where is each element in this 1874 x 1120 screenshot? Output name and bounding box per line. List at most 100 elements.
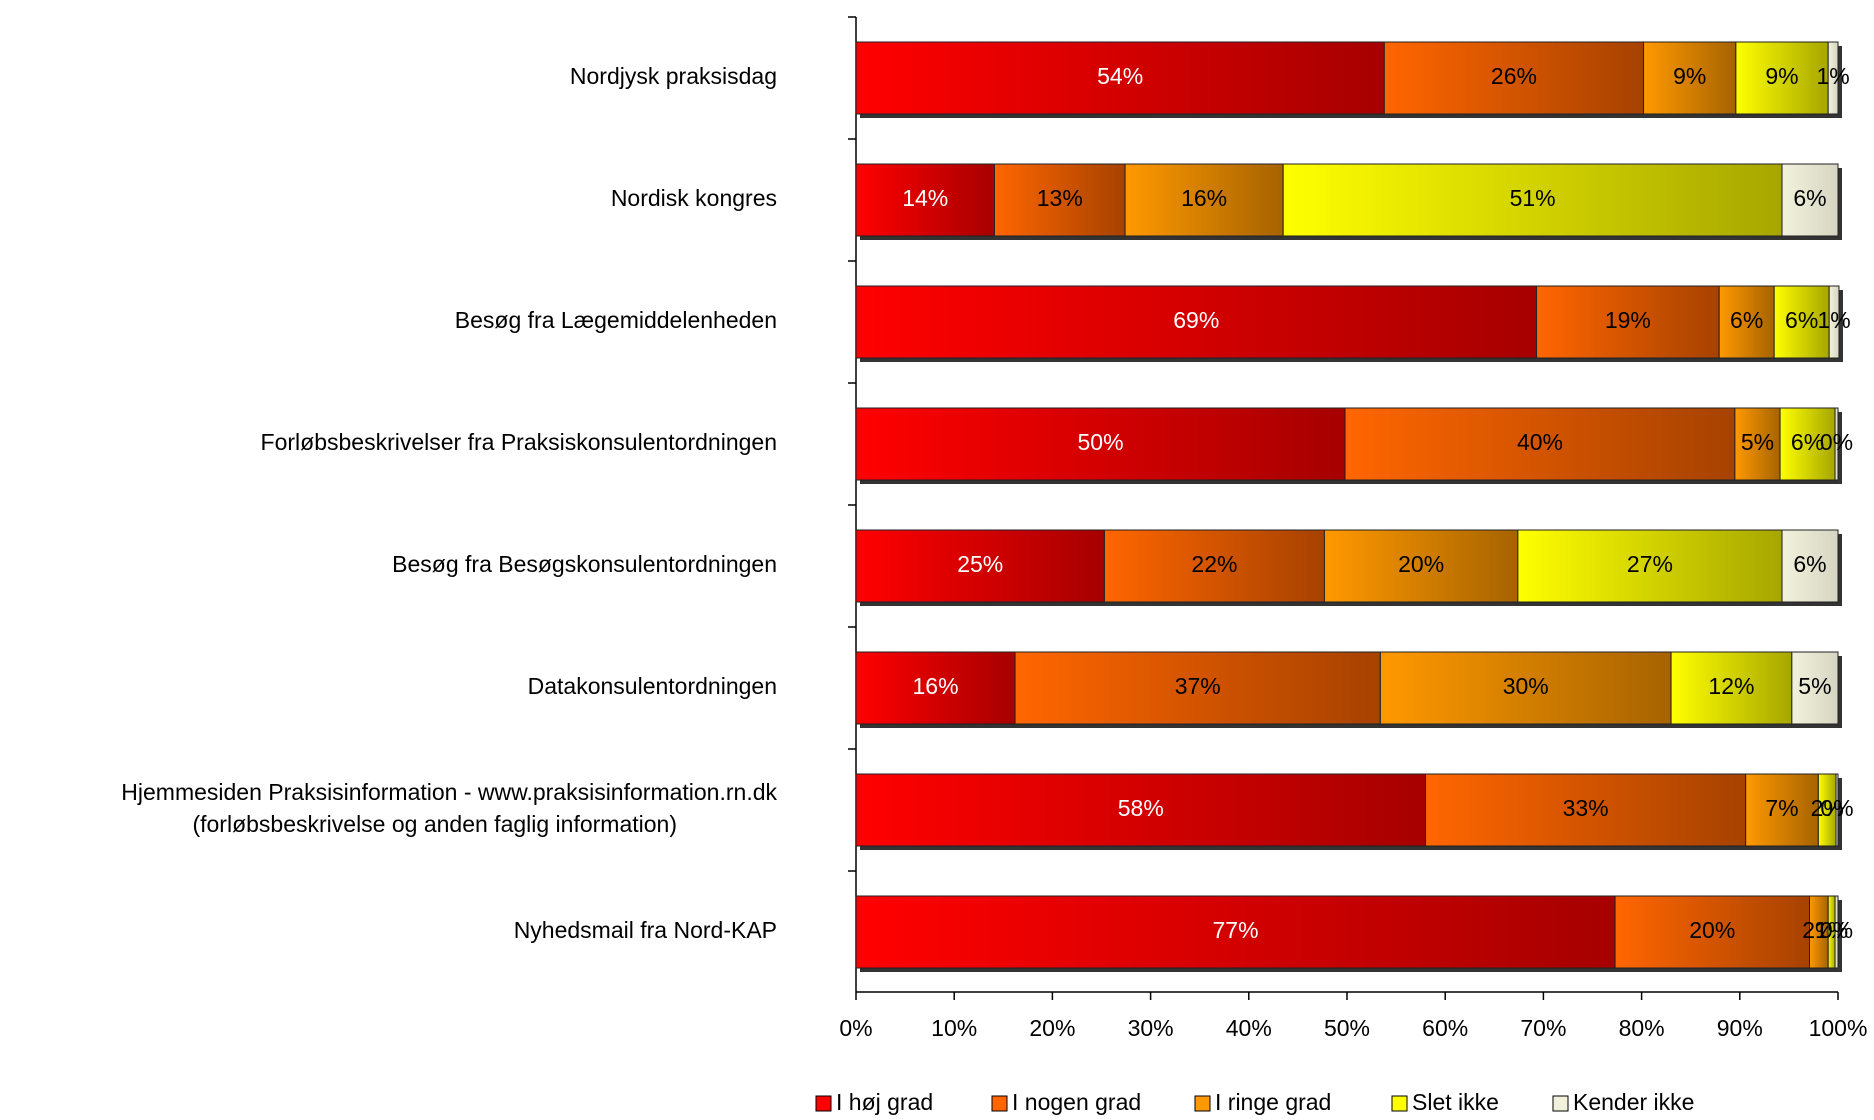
value-label: 30% — [1503, 673, 1549, 699]
value-label: 6% — [1793, 185, 1826, 211]
category-label: Forløbsbeskrivelser fra Praksiskonsulent… — [261, 429, 777, 455]
legend-label: I nogen grad — [1012, 1089, 1141, 1115]
category-label: Nyhedsmail fra Nord-KAP — [514, 917, 777, 943]
bar-segment — [1344, 407, 1736, 481]
category-label: Datakonsulentordningen — [528, 673, 777, 699]
value-label: 19% — [1605, 307, 1651, 333]
bar-segment — [1828, 285, 1840, 359]
x-tick-label: 40% — [1226, 1015, 1272, 1041]
bar-segment — [1614, 895, 1811, 969]
bar-segment — [1835, 773, 1839, 847]
category-label: Nordisk kongres — [611, 185, 777, 211]
bar-segment — [1383, 41, 1645, 115]
bar-segment — [855, 651, 1016, 725]
x-tick-label: 100% — [1809, 1015, 1868, 1041]
bar-segment — [1517, 529, 1783, 603]
value-label: 13% — [1037, 185, 1083, 211]
bar-segment — [855, 41, 1385, 115]
bar-segment — [1425, 773, 1747, 847]
legend-swatch — [1391, 1095, 1408, 1112]
value-label: 6% — [1785, 307, 1818, 333]
value-label: 0% — [1820, 917, 1853, 943]
value-label: 37% — [1175, 673, 1221, 699]
bar-segment — [855, 163, 995, 237]
value-label: 16% — [913, 673, 959, 699]
value-label: 14% — [902, 185, 948, 211]
x-tick-label: 80% — [1619, 1015, 1665, 1041]
value-label: 51% — [1510, 185, 1556, 211]
value-label: 33% — [1563, 795, 1609, 821]
bar-segment — [1773, 285, 1830, 359]
value-label: 27% — [1627, 551, 1673, 577]
bar-segment — [1124, 163, 1284, 237]
bar-segment — [1734, 407, 1781, 481]
category-label: Besøg fra Lægemiddelenheden — [455, 307, 777, 333]
bar-segment — [1781, 529, 1839, 603]
bar-segment — [1791, 651, 1839, 725]
value-label: 6% — [1791, 429, 1824, 455]
value-label: 9% — [1765, 63, 1798, 89]
bar-segment — [1103, 529, 1325, 603]
value-label: 7% — [1765, 795, 1798, 821]
legend-label: I høj grad — [836, 1089, 933, 1115]
bar-segment — [1643, 41, 1737, 115]
legend-label: Slet ikke — [1412, 1089, 1499, 1115]
x-tick-label: 0% — [839, 1015, 872, 1041]
value-label: 5% — [1741, 429, 1774, 455]
value-label: 12% — [1708, 673, 1754, 699]
value-label: 16% — [1181, 185, 1227, 211]
x-tick-label: 20% — [1029, 1015, 1075, 1041]
value-label: 26% — [1491, 63, 1537, 89]
bar-segment — [1827, 41, 1839, 115]
bar-segment — [855, 773, 1427, 847]
category-label: Nordjysk praksisdag — [570, 63, 777, 89]
bar-segment — [1670, 651, 1793, 725]
value-label: 6% — [1793, 551, 1826, 577]
value-label: 58% — [1118, 795, 1164, 821]
value-label: 22% — [1191, 551, 1237, 577]
value-label: 0% — [1820, 795, 1853, 821]
bar-segment — [993, 163, 1126, 237]
value-label: 69% — [1173, 307, 1219, 333]
value-label: 6% — [1730, 307, 1763, 333]
bar-segment — [855, 407, 1346, 481]
value-label: 0% — [1820, 429, 1853, 455]
value-label: 20% — [1398, 551, 1444, 577]
value-label: 5% — [1798, 673, 1831, 699]
x-tick-label: 30% — [1128, 1015, 1174, 1041]
x-tick-label: 50% — [1324, 1015, 1370, 1041]
legend-label: Kender ikke — [1573, 1089, 1694, 1115]
bar-segment — [1718, 285, 1775, 359]
x-tick-label: 70% — [1520, 1015, 1566, 1041]
value-label: 1% — [1817, 307, 1850, 333]
value-label: 25% — [957, 551, 1003, 577]
value-label: 77% — [1213, 917, 1259, 943]
legend-swatch — [1552, 1095, 1569, 1112]
bar-segment — [1536, 285, 1720, 359]
category-label: Hjemmesiden Praksisinformation - www.pra… — [121, 779, 777, 837]
legend-swatch — [815, 1095, 832, 1112]
bar-segment — [1779, 407, 1836, 481]
bar-segment — [1781, 163, 1839, 237]
bar-segment — [1323, 529, 1519, 603]
bar-segment — [1834, 895, 1839, 969]
legend-swatch — [991, 1095, 1008, 1112]
value-label: 1% — [1815, 917, 1848, 943]
x-tick-label: 90% — [1717, 1015, 1763, 1041]
legend-label: I ringe grad — [1215, 1089, 1331, 1115]
legend-swatch — [1194, 1095, 1211, 1112]
bar-segment — [1282, 163, 1783, 237]
value-label: 1% — [1816, 63, 1849, 89]
value-label: 20% — [1689, 917, 1735, 943]
bar-segment — [1745, 773, 1819, 847]
bar-segment — [855, 529, 1105, 603]
category-label: Besøg fra Besøgskonsulentordningen — [392, 551, 777, 577]
x-tick-label: 60% — [1422, 1015, 1468, 1041]
x-tick-label: 10% — [931, 1015, 977, 1041]
value-label: 50% — [1077, 429, 1123, 455]
bar-segment — [1834, 407, 1839, 481]
bar-segment — [1379, 651, 1672, 725]
bar-segment — [855, 285, 1538, 359]
value-label: 54% — [1097, 63, 1143, 89]
